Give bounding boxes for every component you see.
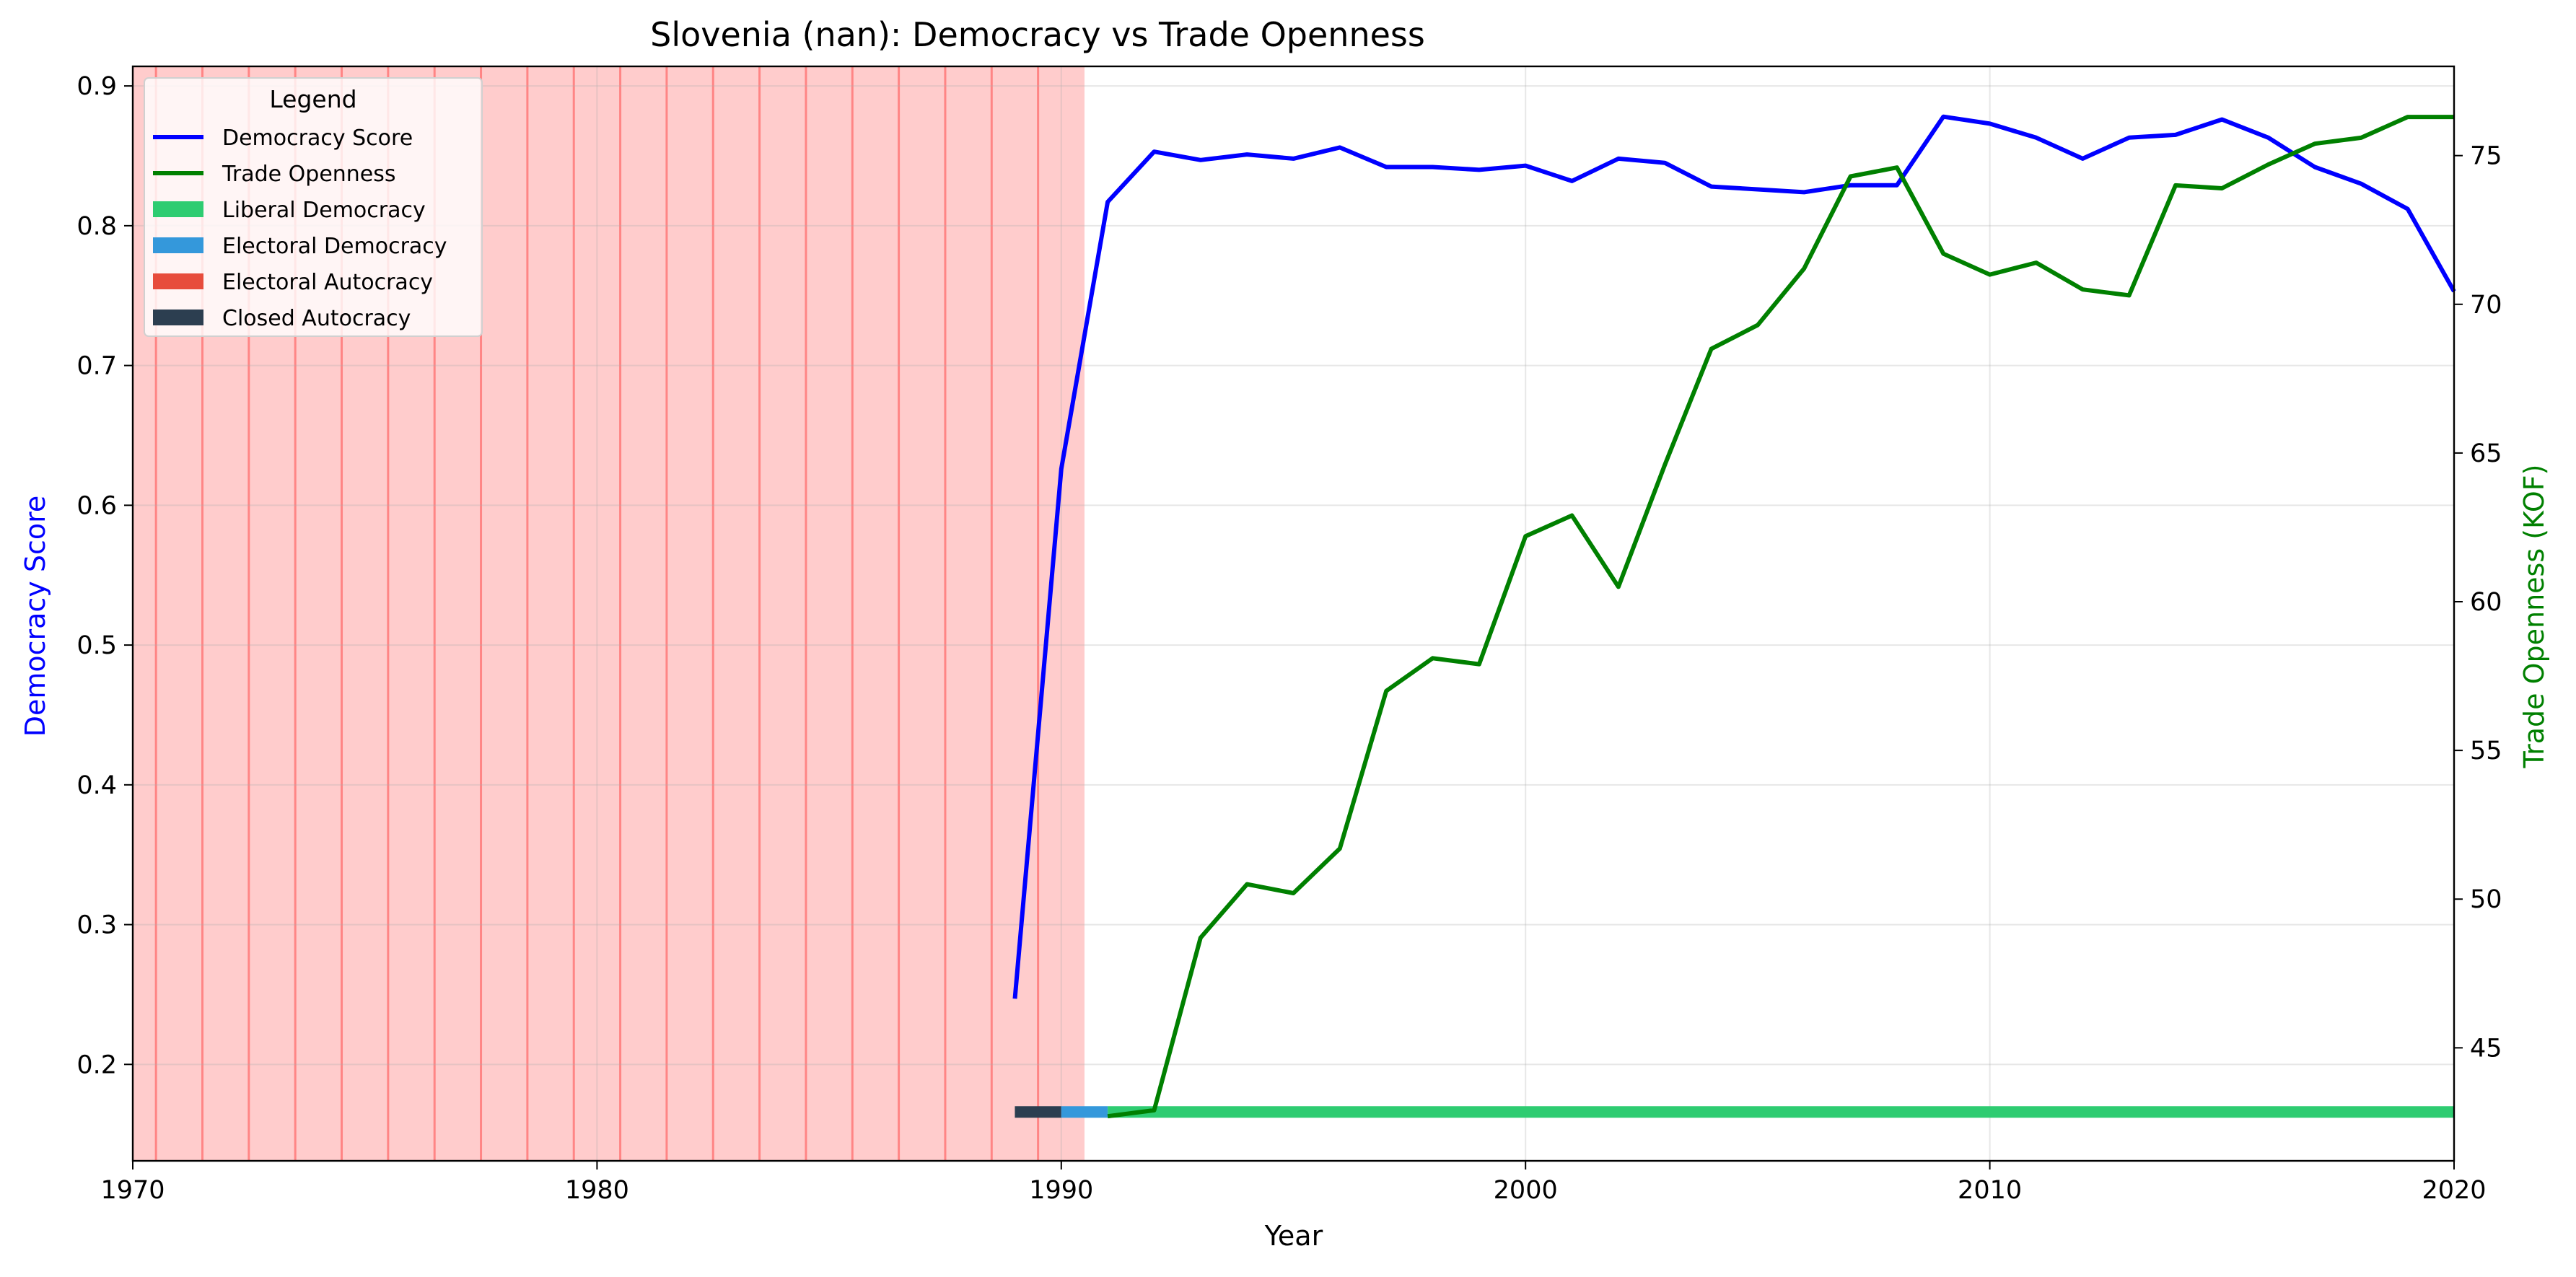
legend-entry-label-5: Closed Autocracy (222, 306, 411, 331)
legend-swatch-3 (153, 237, 203, 253)
legend-title: Legend (269, 85, 356, 113)
y-left-tick-label-6: 0.8 (76, 212, 117, 241)
x-tick-label-3: 2000 (1494, 1176, 1558, 1205)
x-axis-label: Year (1264, 1220, 1323, 1252)
chart-title: Slovenia (nan): Democracy vs Trade Openn… (650, 15, 1425, 54)
legend-entry-label-4: Electoral Autocracy (222, 270, 433, 295)
y-axis-left-label: Democracy Score (19, 496, 51, 737)
y-right-tick-label-0: 45 (2470, 1034, 2502, 1063)
y-right-tick-label-4: 65 (2470, 439, 2502, 468)
y-left-tick-label-5: 0.7 (76, 352, 117, 381)
legend-entry-label-0: Democracy Score (222, 126, 413, 151)
y-right-tick-label-1: 50 (2470, 885, 2502, 914)
legend-entry-label-3: Electoral Democracy (222, 234, 447, 259)
axis-ticks: 1970 1980 1990 2000 2010 2020 0.2 0.3 0.4 0.5 0.6 0… (76, 72, 2502, 1205)
y-right-tick-label-5: 70 (2470, 291, 2502, 320)
legend: Legend Democracy Score Trade Openness Liber… (144, 77, 483, 337)
y-left-tick-label-4: 0.6 (76, 491, 117, 520)
legend-swatch-4 (153, 273, 203, 289)
x-tick-label-0: 1970 (100, 1176, 165, 1205)
x-tick-label-2: 1990 (1029, 1176, 1093, 1205)
series-lines (1012, 114, 2456, 1119)
y-left-tick-label-7: 0.9 (76, 72, 117, 101)
y-left-tick-label-2: 0.4 (76, 771, 117, 800)
legend-swatch-2 (153, 201, 203, 217)
legend-swatch-5 (153, 310, 203, 325)
series-line-1 (1107, 115, 2454, 1119)
x-tick-label-1: 1980 (565, 1176, 629, 1205)
y-right-tick-label-2: 55 (2470, 737, 2502, 765)
series-line-0 (1012, 114, 2456, 999)
y-left-tick-label-1: 0.3 (76, 911, 117, 940)
x-tick-label-5: 2020 (2422, 1176, 2486, 1205)
y-left-tick-label-0: 0.2 (76, 1050, 117, 1079)
x-tick-label-4: 2010 (1958, 1176, 2022, 1205)
legend-entry-label-1: Trade Openness (222, 162, 396, 187)
y-axis-right-label: Trade Openness (KOF) (2518, 464, 2550, 768)
y-right-tick-label-3: 60 (2470, 588, 2502, 617)
y-left-tick-label-3: 0.5 (76, 631, 117, 660)
legend-entry-label-2: Liberal Democracy (222, 198, 426, 223)
legend-box (144, 77, 483, 337)
y-right-tick-label-6: 75 (2470, 142, 2502, 171)
plot-frame (131, 65, 2455, 1162)
